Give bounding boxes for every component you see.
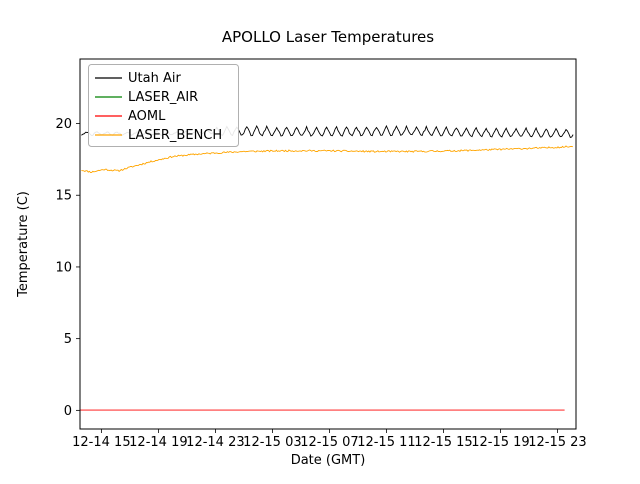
y-tick-label: 5 bbox=[64, 332, 72, 347]
legend-label-utah-air: Utah Air bbox=[128, 71, 181, 86]
chart-title: APOLLO Laser Temperatures bbox=[222, 28, 434, 46]
x-tick-label: 12-15 19 bbox=[471, 435, 529, 450]
legend-box bbox=[88, 64, 239, 147]
legend-label-laser-air: LASER_AIR bbox=[128, 90, 198, 105]
x-axis-label: Date (GMT) bbox=[291, 453, 366, 468]
legend: Utah Air LASER_AIR AOML LASER_BENCH bbox=[88, 64, 239, 147]
legend-entry-aoml: AOML bbox=[95, 109, 166, 124]
series-line-laser-bench bbox=[81, 145, 573, 173]
x-tick-label: 12-14 15 bbox=[72, 435, 130, 450]
legend-entry-utah-air: Utah Air bbox=[95, 71, 181, 86]
x-tick-label: 12-15 07 bbox=[300, 435, 358, 450]
x-tick-label: 12-15 15 bbox=[414, 435, 472, 450]
y-tick-label: 20 bbox=[55, 117, 72, 132]
y-tick-label: 0 bbox=[64, 404, 72, 419]
y-axis-ticks: 0 5 10 15 20 bbox=[55, 117, 80, 419]
y-tick-label: 10 bbox=[55, 260, 72, 275]
legend-entry-laser-air: LASER_AIR bbox=[95, 90, 198, 105]
plot-lines bbox=[80, 124, 574, 411]
x-tick-label: 12-15 11 bbox=[357, 435, 415, 450]
x-tick-label: 12-14 19 bbox=[129, 435, 187, 450]
legend-label-laser-bench: LASER_BENCH bbox=[128, 128, 222, 143]
y-tick-label: 15 bbox=[55, 189, 72, 204]
legend-label-aoml: AOML bbox=[128, 109, 166, 124]
x-tick-label: 12-15 23 bbox=[528, 435, 586, 450]
x-tick-label: 12-15 03 bbox=[243, 435, 301, 450]
axes-spines bbox=[79, 58, 577, 430]
y-axis-label: Temperature (C) bbox=[16, 191, 31, 298]
legend-entry-laser-bench: LASER_BENCH bbox=[95, 128, 222, 143]
x-tick-label: 12-14 23 bbox=[186, 435, 244, 450]
